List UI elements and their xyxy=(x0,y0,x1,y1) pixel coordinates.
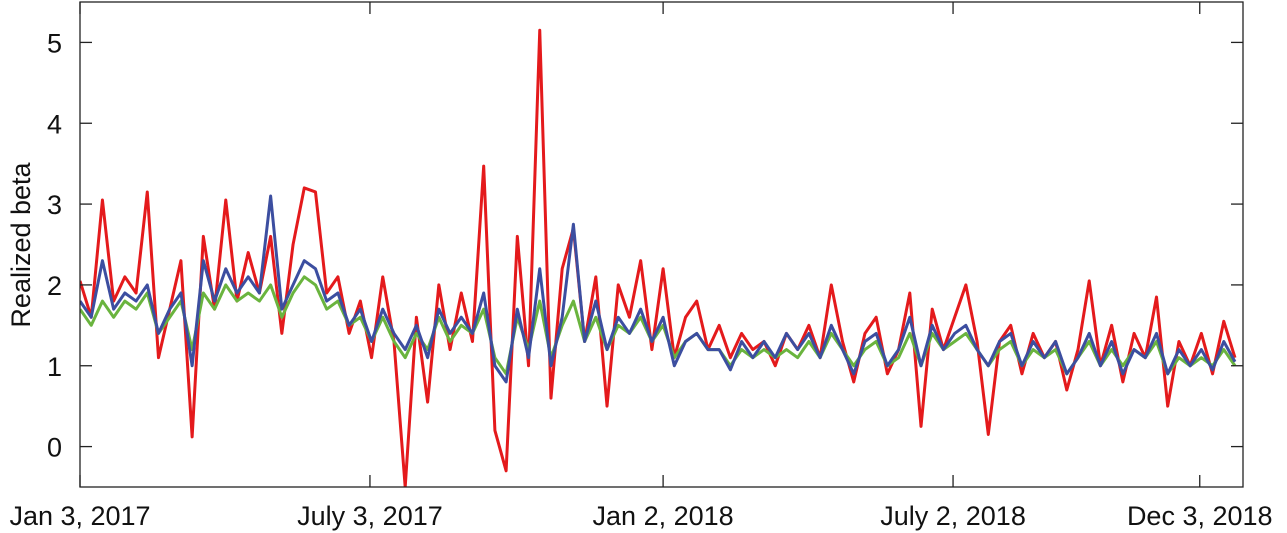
plot-frame xyxy=(79,1,1244,488)
y-tick-label: 5 xyxy=(47,28,62,58)
y-tick-label: 4 xyxy=(47,109,62,139)
series-line xyxy=(80,28,1237,487)
x-tick-label: Dec 3, 2018 xyxy=(1127,501,1273,531)
plot-area xyxy=(80,28,1237,487)
x-tick-label: July 3, 2017 xyxy=(297,501,443,531)
series-line xyxy=(80,194,1237,384)
x-tick-label: Jan 2, 2018 xyxy=(593,501,734,531)
x-tick-label: July 2, 2018 xyxy=(880,501,1026,531)
y-tick-label: 0 xyxy=(47,433,62,463)
x-tick-label: Jan 3, 2017 xyxy=(9,501,150,531)
y-tick-label: 2 xyxy=(47,271,62,301)
y-tick-label: 3 xyxy=(47,190,62,220)
y-tick-label: 1 xyxy=(47,352,62,382)
y-axis-label: Realized beta xyxy=(6,161,36,327)
